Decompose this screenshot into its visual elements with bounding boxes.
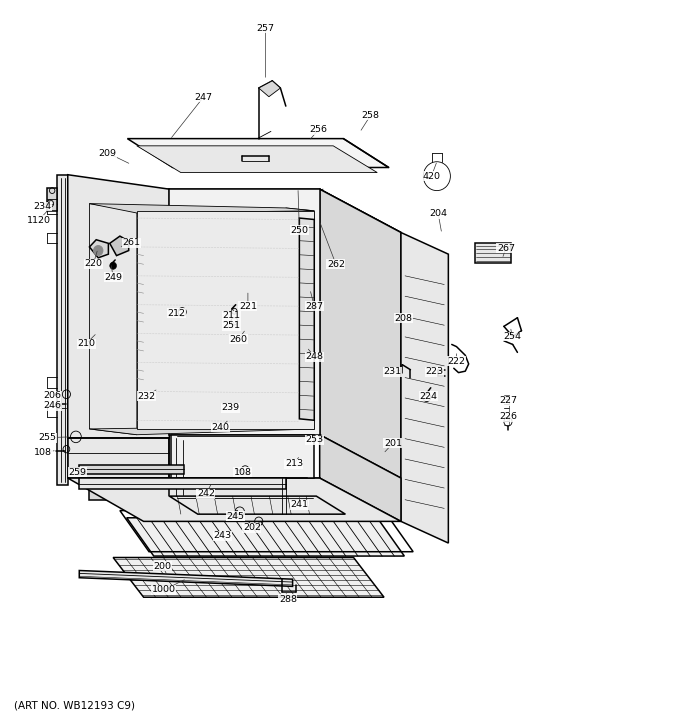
Text: 226: 226	[499, 413, 517, 421]
Text: 222: 222	[447, 357, 466, 365]
Polygon shape	[68, 175, 169, 439]
Text: 231: 231	[383, 368, 401, 376]
Text: 254: 254	[503, 332, 521, 341]
Polygon shape	[320, 435, 401, 521]
Text: 204: 204	[429, 210, 447, 218]
Text: 224: 224	[419, 392, 437, 401]
Polygon shape	[171, 435, 314, 478]
Text: 232: 232	[137, 392, 155, 401]
Polygon shape	[258, 80, 280, 96]
Text: 246: 246	[44, 402, 61, 410]
Text: 248: 248	[305, 352, 323, 361]
Text: 288: 288	[279, 595, 297, 604]
Polygon shape	[80, 478, 286, 489]
Polygon shape	[90, 189, 401, 233]
Text: 251: 251	[222, 321, 241, 330]
Polygon shape	[90, 478, 320, 500]
Text: 208: 208	[394, 314, 413, 323]
Text: 257: 257	[256, 24, 275, 33]
Text: 247: 247	[194, 93, 212, 102]
Polygon shape	[126, 518, 405, 556]
Polygon shape	[286, 208, 314, 429]
Text: 1120: 1120	[27, 216, 50, 225]
Polygon shape	[127, 138, 389, 167]
Text: 253: 253	[305, 435, 323, 444]
Polygon shape	[299, 218, 314, 420]
Text: 259: 259	[68, 468, 86, 477]
Text: 256: 256	[309, 125, 327, 134]
Polygon shape	[169, 496, 345, 514]
Text: 249: 249	[104, 273, 122, 282]
Text: 210: 210	[77, 339, 95, 348]
Text: 245: 245	[226, 512, 245, 521]
Polygon shape	[401, 233, 448, 543]
Circle shape	[109, 262, 116, 269]
Text: 211: 211	[222, 311, 241, 320]
Polygon shape	[68, 478, 401, 521]
Polygon shape	[475, 244, 511, 263]
Text: 212: 212	[167, 309, 185, 318]
Text: 242: 242	[197, 489, 215, 499]
Text: 200: 200	[154, 562, 171, 571]
Polygon shape	[90, 426, 314, 435]
Polygon shape	[109, 236, 129, 256]
Text: 234: 234	[33, 202, 51, 211]
Text: 255: 255	[39, 433, 56, 442]
Text: 239: 239	[221, 404, 239, 413]
Text: 267: 267	[497, 244, 515, 253]
Polygon shape	[169, 189, 320, 435]
Text: 243: 243	[213, 531, 231, 540]
Text: 108: 108	[35, 447, 52, 457]
Text: 258: 258	[362, 111, 379, 120]
Text: 108: 108	[233, 468, 252, 477]
Text: 262: 262	[327, 260, 345, 269]
Text: 1000: 1000	[152, 586, 176, 594]
Polygon shape	[80, 465, 184, 473]
Text: (ART NO. WB12193 C9): (ART NO. WB12193 C9)	[14, 700, 135, 710]
Text: 227: 227	[499, 397, 517, 405]
Polygon shape	[90, 240, 108, 258]
Text: 250: 250	[290, 225, 308, 235]
Text: 213: 213	[285, 459, 303, 468]
Polygon shape	[113, 558, 384, 597]
Polygon shape	[57, 175, 68, 485]
Text: 287: 287	[305, 302, 323, 311]
Polygon shape	[90, 204, 314, 213]
Text: 221: 221	[239, 302, 257, 311]
Text: 220: 220	[84, 259, 103, 268]
Text: 261: 261	[122, 238, 140, 247]
Polygon shape	[68, 439, 169, 478]
Polygon shape	[137, 211, 314, 429]
Text: 223: 223	[426, 368, 444, 376]
Polygon shape	[80, 571, 292, 587]
Polygon shape	[137, 146, 377, 173]
Text: 202: 202	[243, 523, 261, 532]
Text: 206: 206	[44, 392, 61, 400]
Polygon shape	[90, 204, 137, 435]
Text: 240: 240	[211, 423, 229, 432]
Text: 241: 241	[290, 500, 308, 509]
Text: 260: 260	[229, 335, 248, 344]
Polygon shape	[103, 198, 386, 239]
Text: 420: 420	[422, 172, 441, 181]
Text: 201: 201	[384, 439, 402, 448]
Text: 209: 209	[99, 149, 117, 157]
Polygon shape	[320, 189, 401, 478]
Circle shape	[93, 246, 103, 256]
Polygon shape	[48, 188, 57, 211]
